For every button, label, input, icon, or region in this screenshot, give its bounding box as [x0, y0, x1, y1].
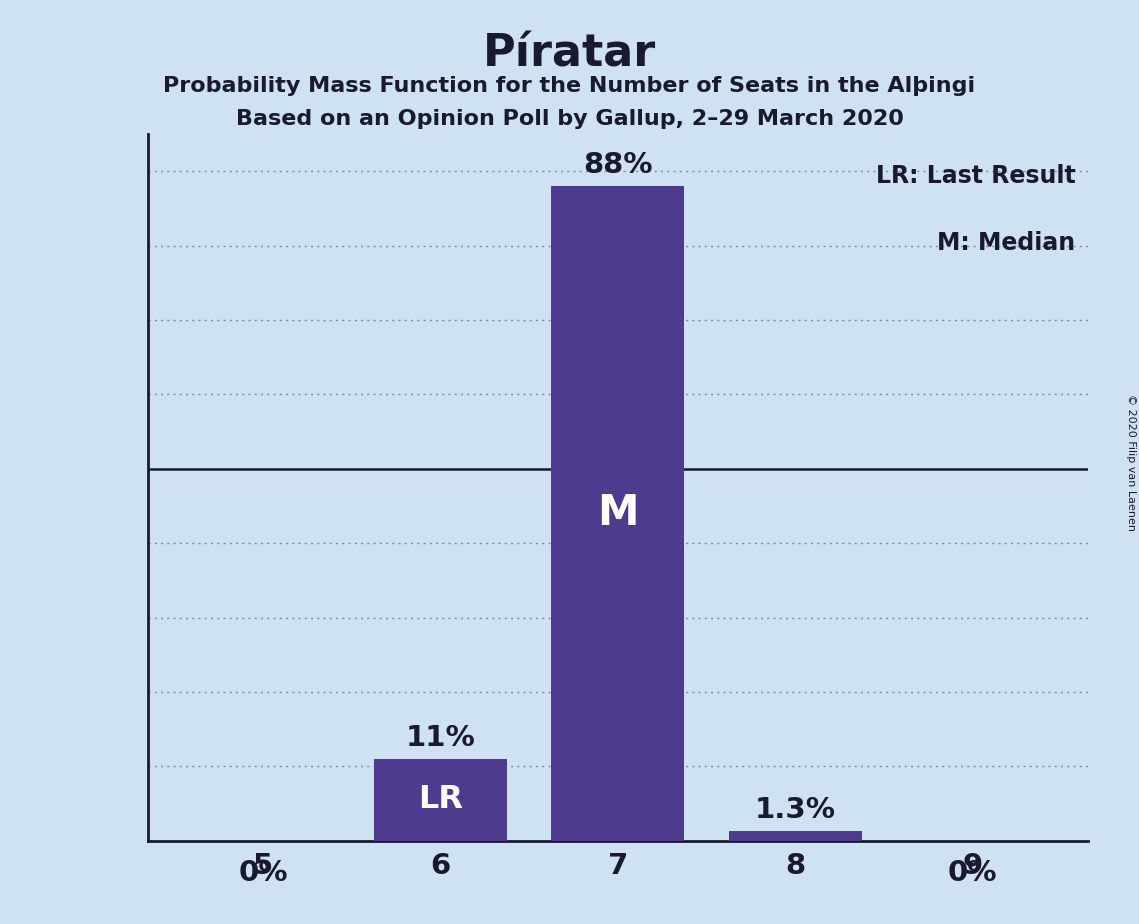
Text: Probability Mass Function for the Number of Seats in the Alþingi: Probability Mass Function for the Number… [163, 76, 976, 96]
Bar [729, 832, 862, 841]
Text: 88%: 88% [583, 151, 653, 178]
Text: © 2020 Filip van Laenen: © 2020 Filip van Laenen [1126, 394, 1136, 530]
Bar [374, 759, 507, 841]
Text: 1.3%: 1.3% [755, 796, 836, 823]
Text: 0%: 0% [238, 859, 288, 887]
Text: M: Median: M: Median [937, 231, 1075, 255]
Text: M: M [597, 492, 639, 534]
Text: Based on an Opinion Poll by Gallup, 2–29 March 2020: Based on an Opinion Poll by Gallup, 2–29… [236, 109, 903, 129]
Text: 0%: 0% [948, 859, 998, 887]
Text: LR: Last Result: LR: Last Result [876, 164, 1075, 188]
Bar [551, 186, 685, 841]
Text: 11%: 11% [405, 723, 475, 751]
Text: LR: LR [418, 784, 464, 815]
Text: Píratar: Píratar [483, 32, 656, 76]
